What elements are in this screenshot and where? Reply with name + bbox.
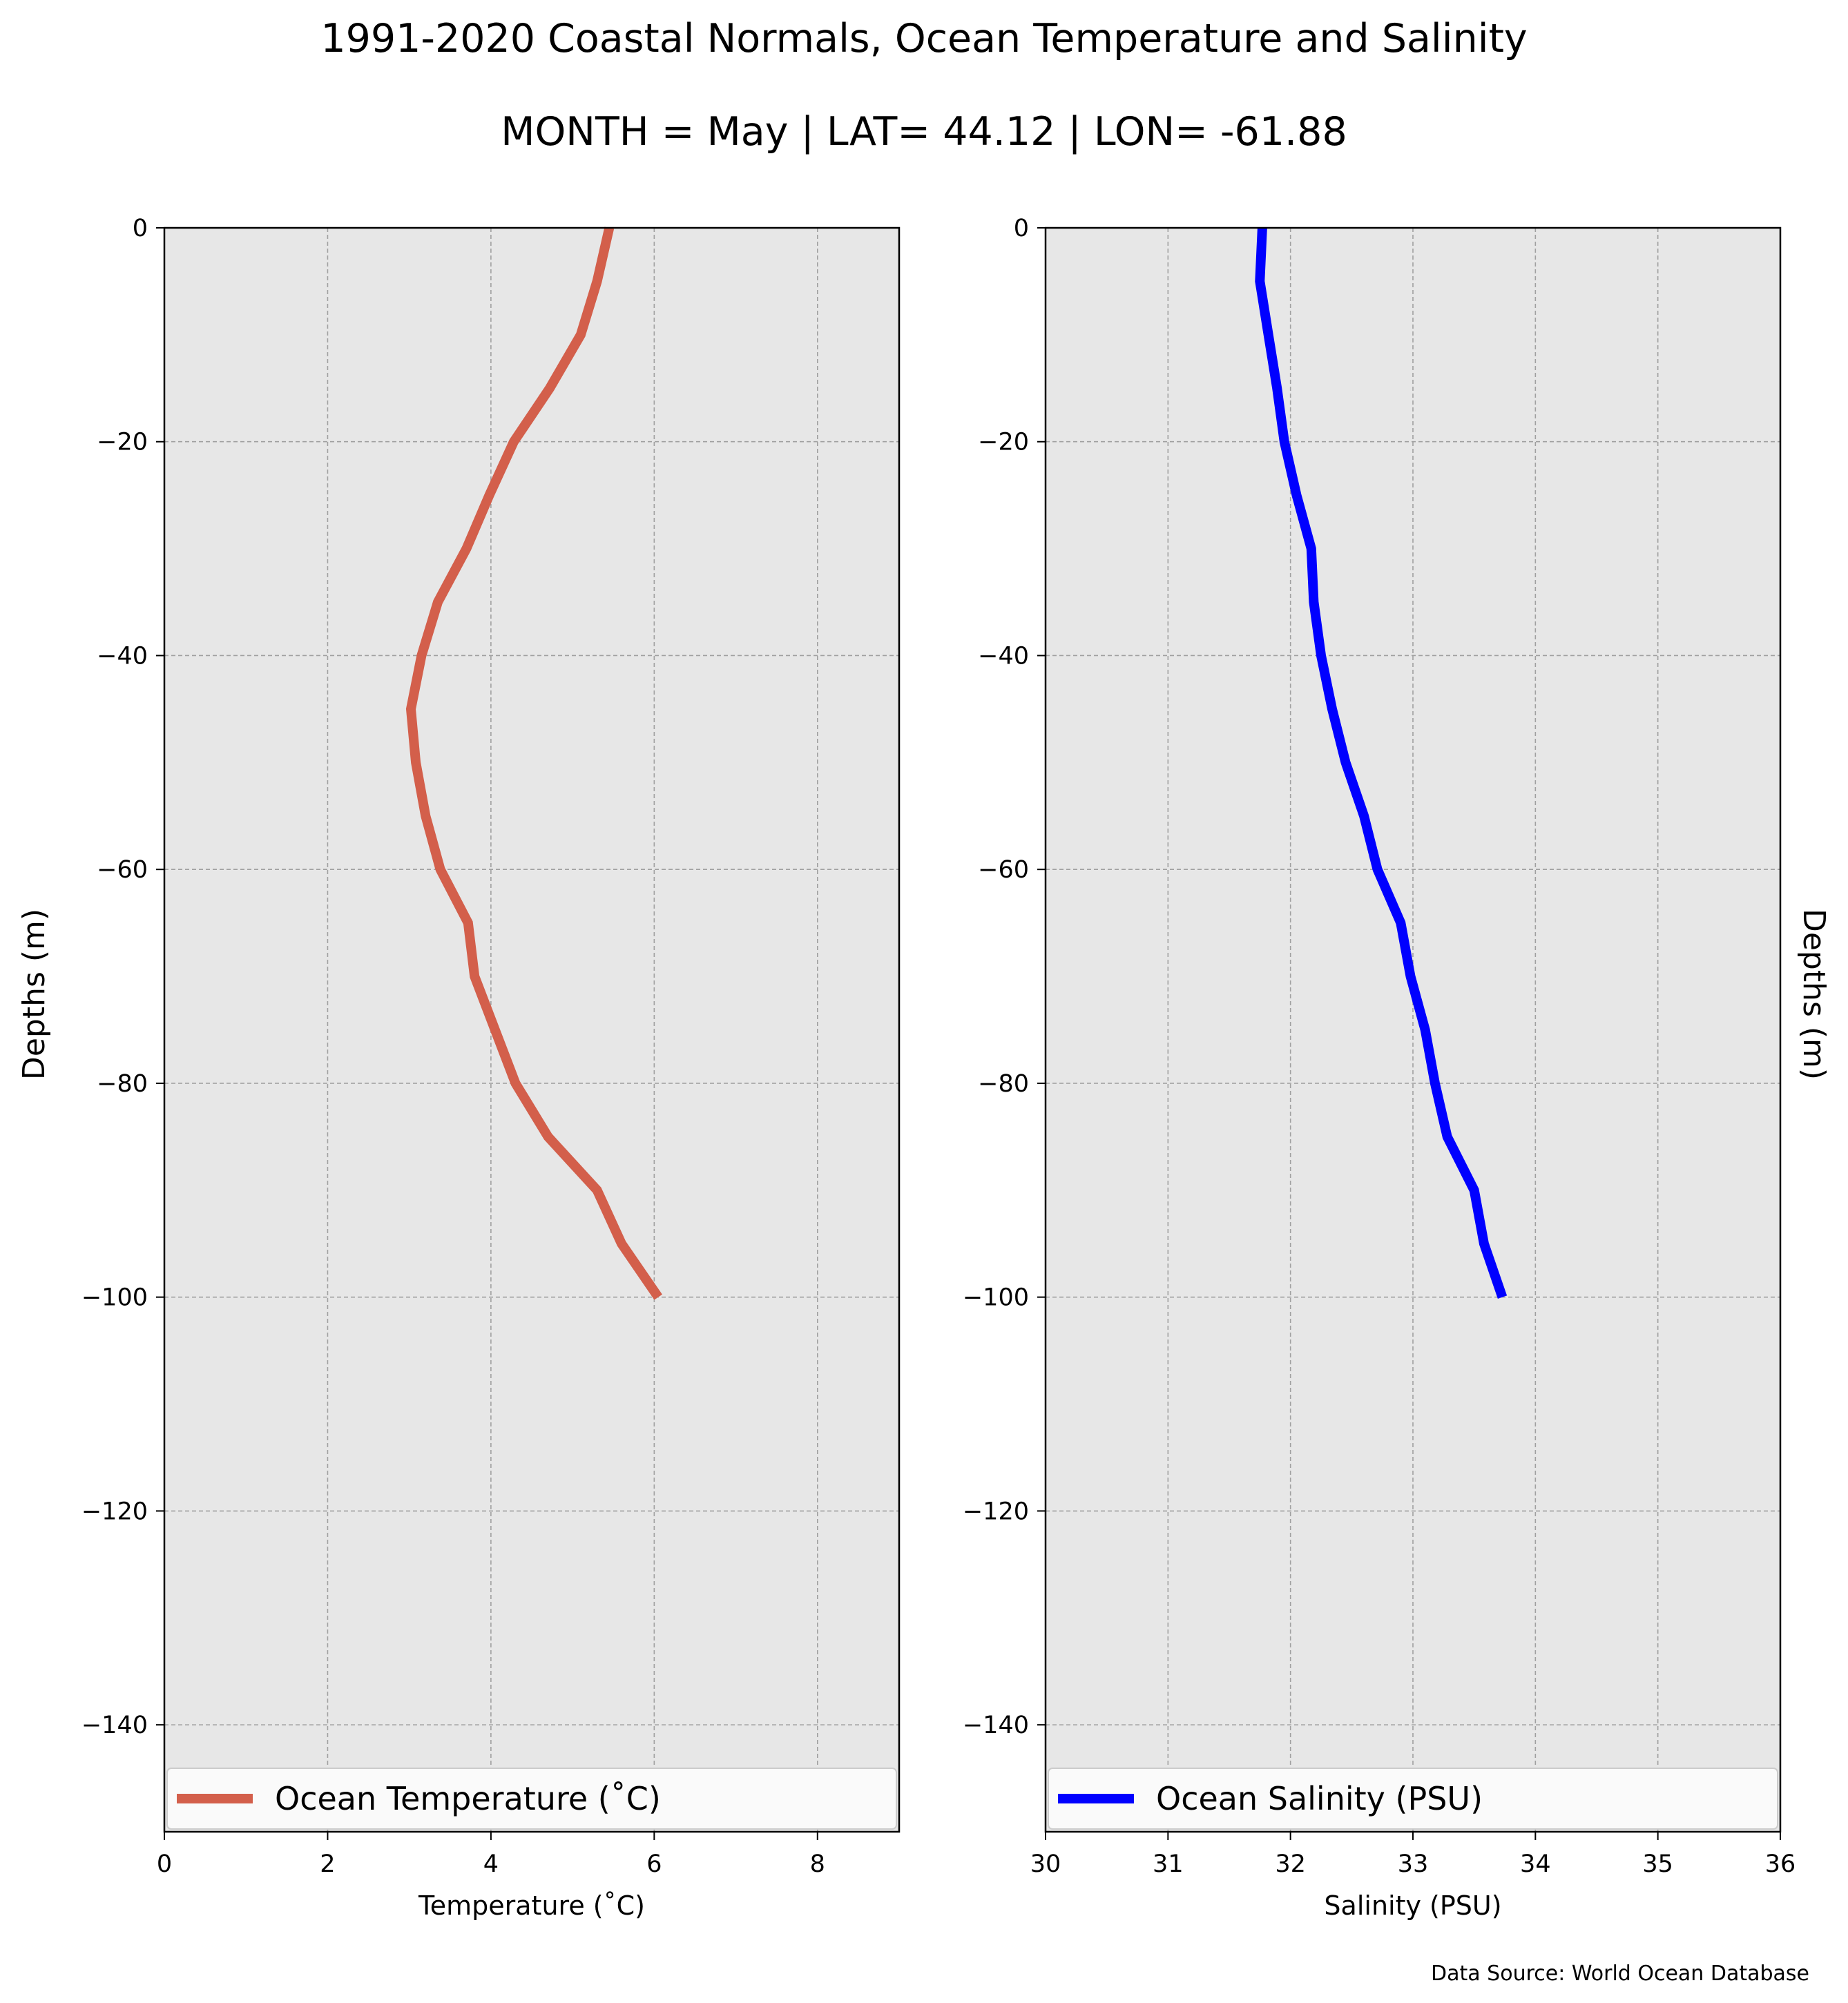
temperature-y-tick-label: −20 (97, 429, 148, 456)
chart-subtitle: MONTH = May | LAT= 44.12 | LON= -61.88 (501, 109, 1347, 155)
temperature-legend-label: Ocean Temperature (˚C) (275, 1780, 661, 1817)
temperature-legend-box (166, 1768, 897, 1830)
temperature-y-tick-label: 0 (133, 215, 148, 242)
salinity-legend-box (1048, 1768, 1778, 1830)
salinity-y-tick-label: −140 (963, 1712, 1029, 1739)
left-y-axis-label: Depths (m) (17, 909, 52, 1080)
salinity-y-tick-label: −40 (978, 642, 1029, 670)
chart-title: 1991-2020 Coastal Normals, Ocean Tempera… (320, 16, 1527, 61)
salinity-x-tick-label: 33 (1398, 1850, 1429, 1878)
salinity-x-tick-label: 34 (1520, 1850, 1551, 1878)
right-y-axis-label: Depths (m) (1796, 909, 1831, 1080)
temperature-y-tick-label: −60 (97, 856, 148, 884)
temperature-y-tick-label: −120 (81, 1498, 148, 1525)
temperature-plot-area (164, 228, 899, 1832)
salinity-x-tick-label: 30 (1030, 1850, 1061, 1878)
salinity-series-line (1255, 227, 1508, 1299)
temperature-series-line (405, 226, 662, 1300)
temperature-y-tick-label: −80 (97, 1070, 148, 1098)
temperature-x-tick-label: 4 (483, 1850, 499, 1878)
temperature-y-tick-label: −40 (97, 642, 148, 670)
salinity-x-tick-label: 32 (1275, 1850, 1306, 1878)
salinity-y-tick-label: −120 (963, 1498, 1029, 1525)
salinity-panel: Ocean Salinity (PSU) 30 31 32 33 34 35 36 0 −20 −4… (963, 215, 1796, 1921)
salinity-y-tick-label: −80 (978, 1070, 1029, 1098)
salinity-y-tick-label: −60 (978, 856, 1029, 884)
temperature-axes-frame (163, 226, 901, 1833)
data-source-note: Data Source: World Ocean Database (1431, 1962, 1809, 1986)
temperature-x-tick-label: 0 (157, 1850, 172, 1878)
salinity-y-tick-label: −20 (978, 429, 1029, 456)
salinity-x-axis-label: Salinity (PSU) (1324, 1890, 1501, 1921)
temperature-x-tick-label: 6 (646, 1850, 662, 1878)
temperature-y-tick-label: −140 (81, 1712, 148, 1739)
salinity-x-tick-label: 35 (1642, 1850, 1673, 1878)
salinity-y-tick-label: −100 (963, 1284, 1029, 1312)
temperature-x-tick-label: 8 (810, 1850, 825, 1878)
temperature-x-tick-label: 2 (320, 1850, 335, 1878)
temperature-x-axis-label: Temperature (˚C) (418, 1890, 645, 1921)
salinity-x-tick-label: 36 (1765, 1850, 1796, 1878)
temperature-y-tick-label: −100 (81, 1284, 148, 1312)
temperature-panel: Ocean Temperature (˚C) 0 2 4 6 8 0 −20 −40 −60 −80… (81, 215, 901, 1921)
salinity-legend-label: Ocean Salinity (PSU) (1156, 1780, 1483, 1817)
salinity-x-tick-label: 31 (1153, 1850, 1184, 1878)
salinity-y-tick-label: 0 (1014, 215, 1029, 242)
